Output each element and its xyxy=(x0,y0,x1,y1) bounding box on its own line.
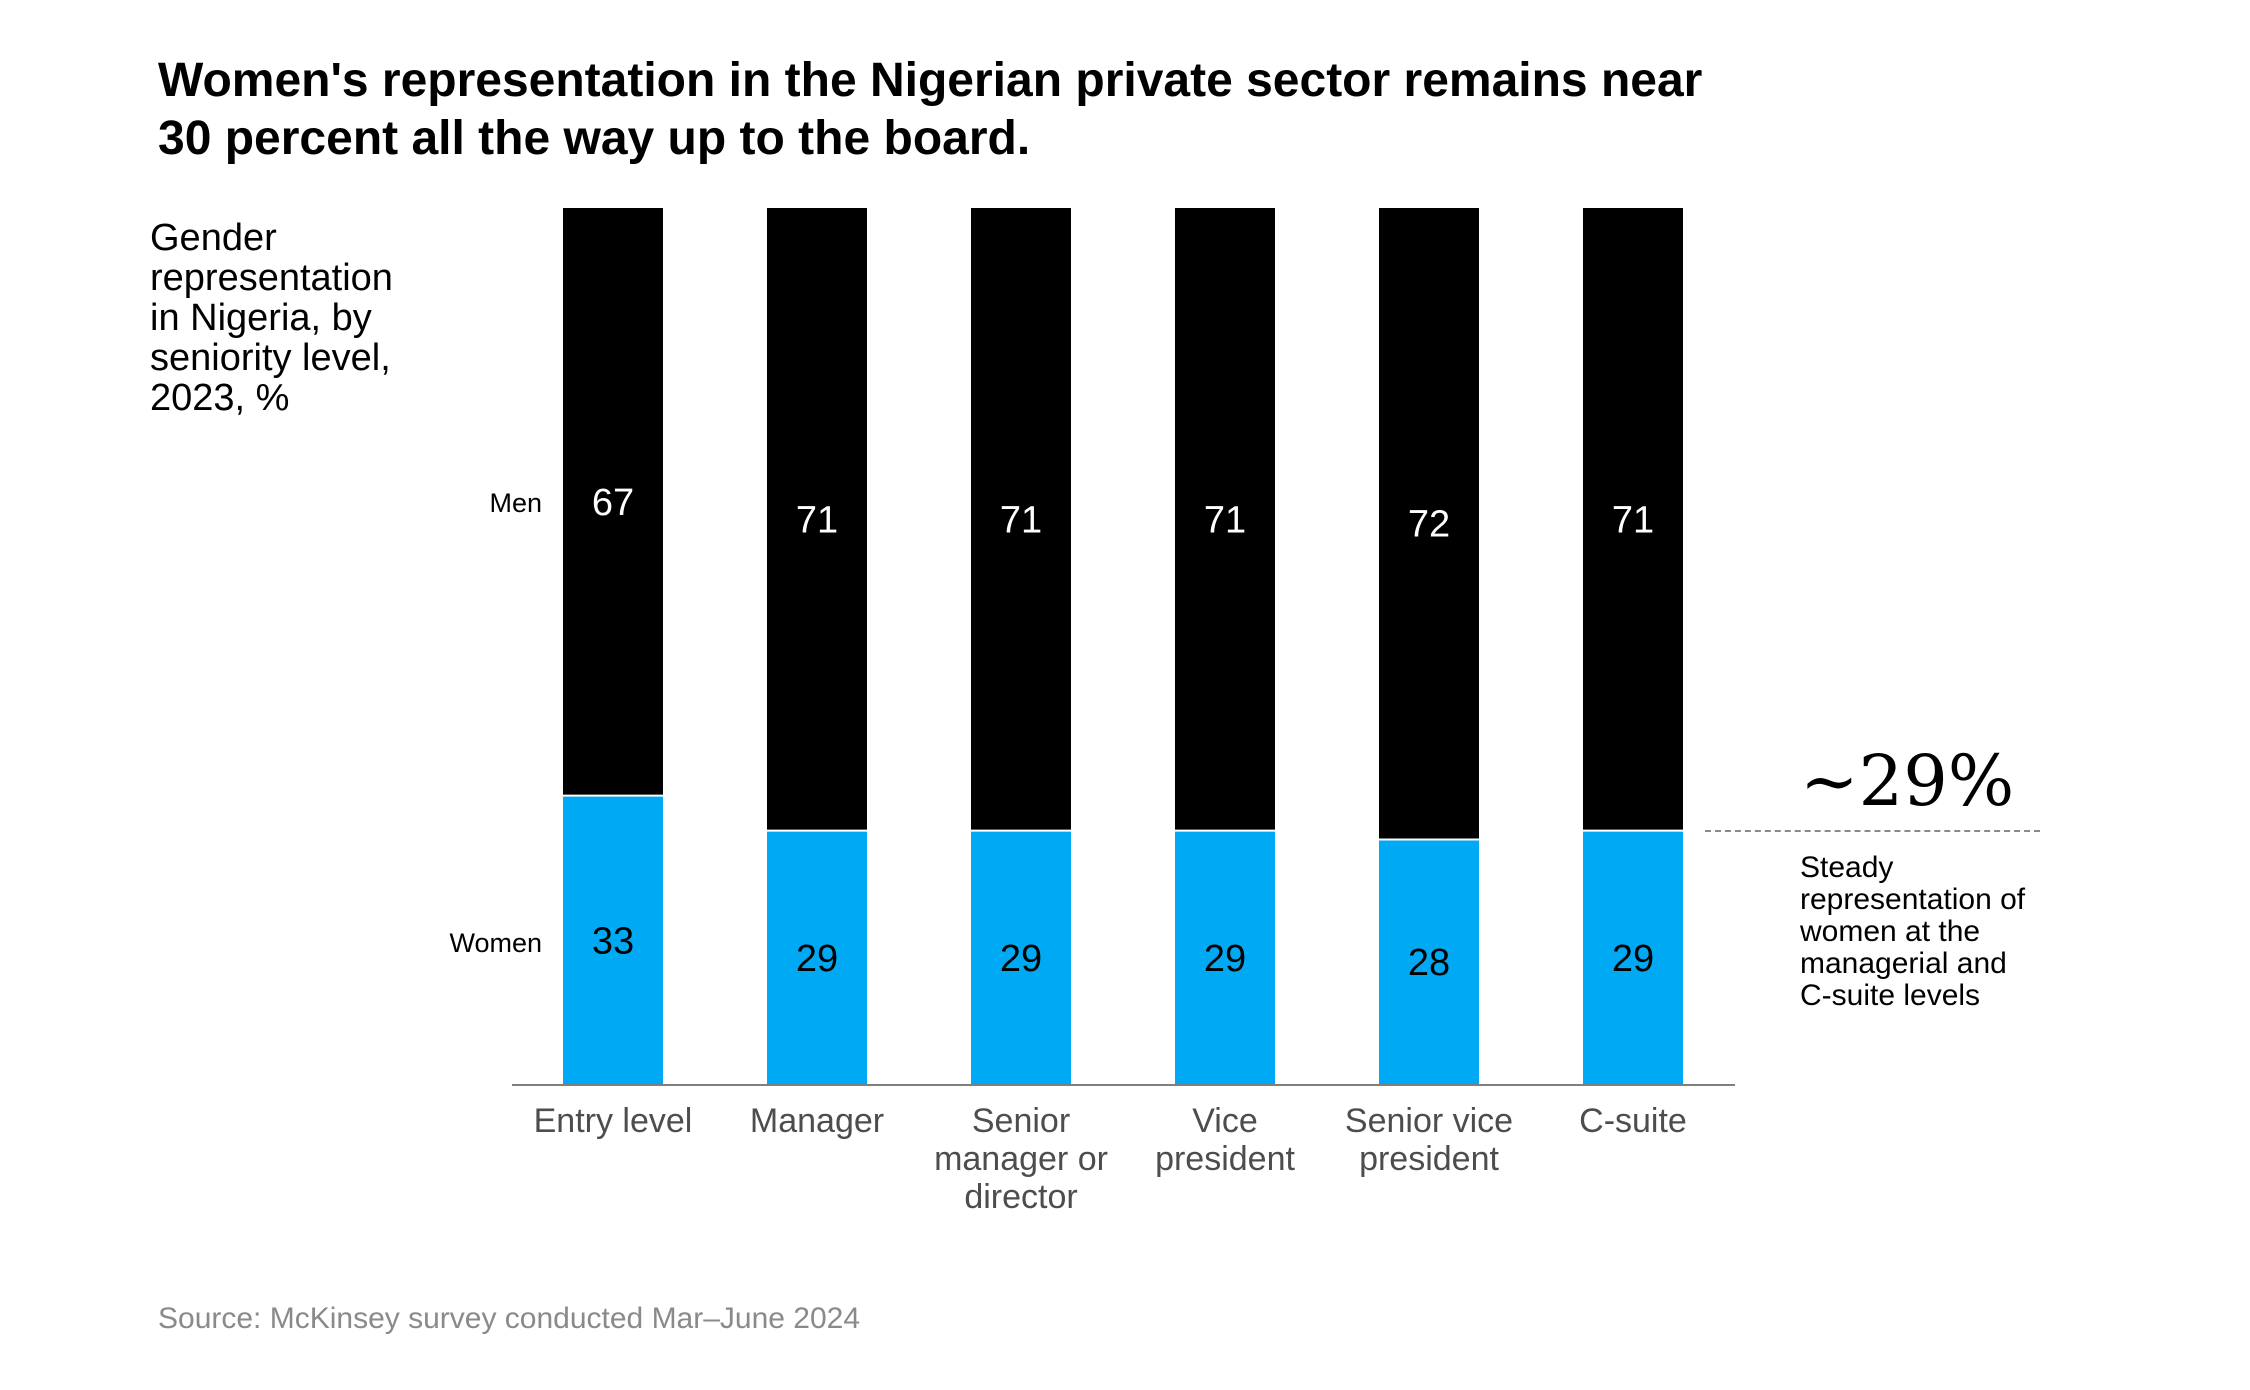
data-label-women-4: 28 xyxy=(1408,942,1450,984)
category-label-3: Vice president xyxy=(1155,1102,1295,1178)
data-label-men-1: 71 xyxy=(796,499,838,541)
bar-men-4 xyxy=(1379,208,1479,840)
callout-dashed-line xyxy=(1705,830,2040,832)
subtitle-line-2: representation xyxy=(150,257,393,299)
bar-women-1 xyxy=(767,830,867,1085)
data-label-men-3: 71 xyxy=(1204,499,1246,541)
bar-men-5 xyxy=(1583,208,1683,831)
callout-line-3: women at the xyxy=(1800,915,1981,948)
source-note: Source: McKinsey survey conducted Mar–Ju… xyxy=(158,1302,861,1335)
title-line-2: 30 percent all the way up to the board. xyxy=(158,112,1031,165)
bar-women-5 xyxy=(1583,830,1683,1085)
subtitle-line-4: seniority level, xyxy=(150,337,391,379)
callout-line-5: C-suite levels xyxy=(1800,979,1981,1012)
data-label-women-0: 33 xyxy=(592,920,634,962)
callout-text: Steady representation of women at the ma… xyxy=(1800,852,2100,1012)
data-label-women-3: 29 xyxy=(1204,938,1246,980)
category-label-0: Entry level xyxy=(533,1102,693,1140)
subtitle-line-3: in Nigeria, by xyxy=(150,297,372,339)
data-label-men-2: 71 xyxy=(1000,499,1042,541)
callout-line-4: managerial and xyxy=(1800,947,2007,980)
category-label-4: Senior vice president xyxy=(1344,1102,1514,1178)
data-label-women-1: 29 xyxy=(796,938,838,980)
series-label-men: Men xyxy=(489,488,542,518)
category-label-2: Senior manager or director xyxy=(934,1102,1108,1216)
category-label-1: Manager xyxy=(749,1102,885,1140)
data-label-women-2: 29 xyxy=(1000,938,1042,980)
data-label-men-5: 71 xyxy=(1612,499,1654,541)
chart-subtitle: Gender representation in Nigeria, by sen… xyxy=(150,218,450,418)
bar-women-4 xyxy=(1379,839,1479,1085)
bar-men-1 xyxy=(767,208,867,831)
callout-line-1: Steady xyxy=(1800,851,1894,884)
subtitle-line-1: Gender xyxy=(150,217,277,259)
bar-men-2 xyxy=(971,208,1071,831)
bar-women-0 xyxy=(563,795,663,1085)
data-label-women-5: 29 xyxy=(1612,938,1654,980)
title-line-1: Women's representation in the Nigerian p… xyxy=(158,54,1703,107)
bar-women-2 xyxy=(971,830,1071,1085)
category-label-5: C-suite xyxy=(1579,1102,1687,1140)
series-label-women: Women xyxy=(449,928,542,958)
callout-line-2: representation of xyxy=(1800,883,2026,916)
data-label-men-0: 67 xyxy=(592,482,634,524)
bar-women-3 xyxy=(1175,830,1275,1085)
callout-value: ~29% xyxy=(1800,740,2015,822)
subtitle-line-5: 2023, % xyxy=(150,377,290,419)
bar-men-3 xyxy=(1175,208,1275,831)
bar-men-0 xyxy=(563,208,663,796)
chart-title: Women's representation in the Nigerian p… xyxy=(158,52,1858,168)
data-label-men-4: 72 xyxy=(1408,504,1450,546)
